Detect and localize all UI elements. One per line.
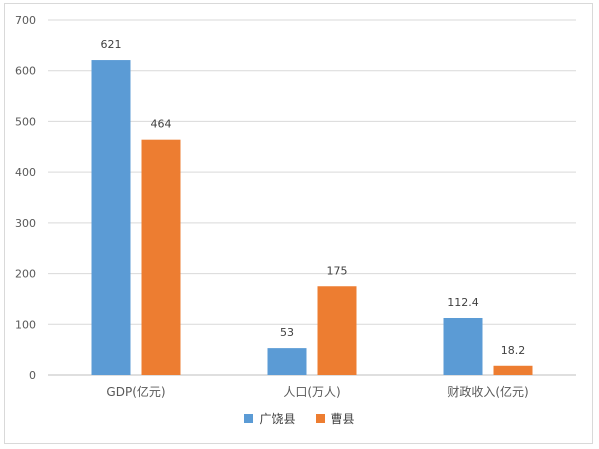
y-tick-label: 700 [15, 14, 36, 27]
bar [493, 365, 533, 375]
legend: 广饶县 曹县 [0, 410, 599, 427]
legend-item-series-1: 曹县 [315, 410, 355, 427]
data-label: 18.2 [501, 344, 526, 357]
data-label: 53 [280, 326, 294, 339]
y-tick-label: 0 [29, 369, 36, 382]
x-tick-label: 财政收入(亿元) [447, 384, 528, 399]
data-label: 112.4 [447, 296, 479, 309]
y-tick-label: 200 [15, 268, 36, 281]
y-tick-label: 500 [15, 115, 36, 128]
bar [443, 317, 483, 375]
bar [141, 139, 181, 375]
x-tick-label: GDP(亿元) [106, 384, 165, 399]
bar [91, 60, 131, 376]
data-label: 464 [151, 118, 172, 131]
legend-item-series-0: 广饶县 [244, 410, 296, 427]
y-tick-label: 100 [15, 318, 36, 331]
bar [267, 348, 307, 375]
y-tick-label: 400 [15, 166, 36, 179]
data-label: 621 [101, 38, 122, 51]
data-label: 175 [327, 264, 348, 277]
bar [317, 286, 357, 375]
legend-label-series-1: 曹县 [330, 412, 355, 426]
x-tick-label: 人口(万人) [283, 385, 340, 399]
legend-swatch-series-0 [244, 414, 254, 423]
legend-label-series-0: 广饶县 [259, 412, 296, 426]
legend-swatch-series-1 [315, 414, 325, 423]
y-tick-label: 600 [15, 65, 36, 78]
y-tick-label: 300 [15, 217, 36, 230]
